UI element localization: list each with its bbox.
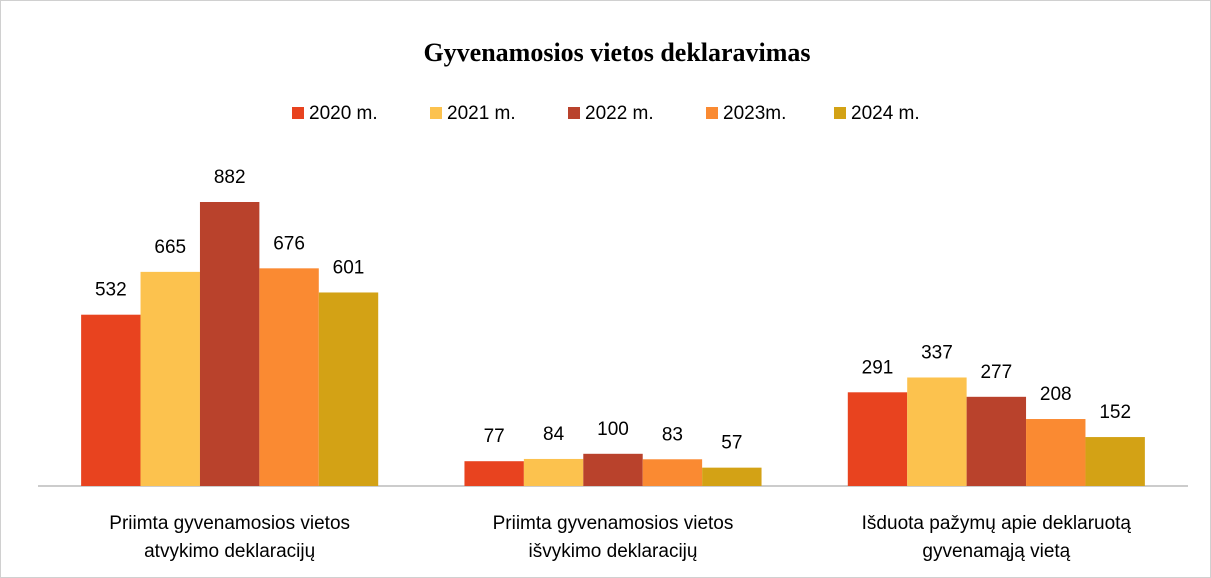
bar: [847, 392, 908, 486]
data-label: 665: [154, 237, 186, 258]
bar: [81, 314, 141, 486]
data-label: 601: [333, 257, 365, 278]
data-label: 676: [273, 233, 305, 254]
legend-swatch: [568, 107, 580, 119]
data-label: 532: [95, 280, 127, 301]
legend-swatch: [292, 107, 304, 119]
bar: [642, 459, 703, 486]
x-tick-label: Išduota pažymų apie deklaruotą gyvenamąj…: [861, 513, 1131, 562]
legend-swatch: [430, 107, 442, 119]
bar: [1085, 437, 1145, 486]
bar: [966, 396, 1027, 486]
bar: [259, 268, 319, 486]
x-tick-label: Priimta gyvenamosios vietos atvykimo dek…: [109, 513, 351, 562]
data-label: 291: [862, 357, 894, 378]
legend-label: 2021 m.: [447, 103, 516, 124]
legend-swatch: [834, 107, 846, 119]
data-label: 208: [1040, 384, 1072, 405]
data-label: 84: [543, 424, 565, 445]
bar: [583, 453, 643, 486]
data-label: 277: [980, 362, 1012, 383]
bar: [199, 202, 260, 486]
data-label: 77: [484, 426, 505, 447]
bar: [140, 271, 200, 486]
data-label: 152: [1099, 402, 1131, 423]
bar: [907, 377, 967, 486]
x-tick-label: Priimta gyvenamosios vietos išvykimo dek…: [492, 513, 734, 562]
bar: [464, 461, 524, 486]
bar: [318, 292, 379, 486]
data-label: 100: [597, 419, 629, 440]
legend-label: 2024 m.: [851, 103, 920, 124]
legend-label: 2020 m.: [309, 103, 378, 124]
legend-swatch: [706, 107, 718, 119]
bar: [1026, 419, 1086, 486]
legend-label: 2022 m.: [585, 103, 654, 124]
bar: [702, 467, 762, 486]
legend-label: 2023m.: [723, 103, 786, 124]
data-label: 83: [662, 424, 683, 445]
data-label: 882: [214, 167, 246, 188]
chart-title: Gyvenamosios vietos deklaravimas: [423, 38, 810, 67]
data-label: 57: [721, 433, 742, 454]
bar: [523, 458, 584, 486]
data-label: 337: [921, 343, 953, 364]
